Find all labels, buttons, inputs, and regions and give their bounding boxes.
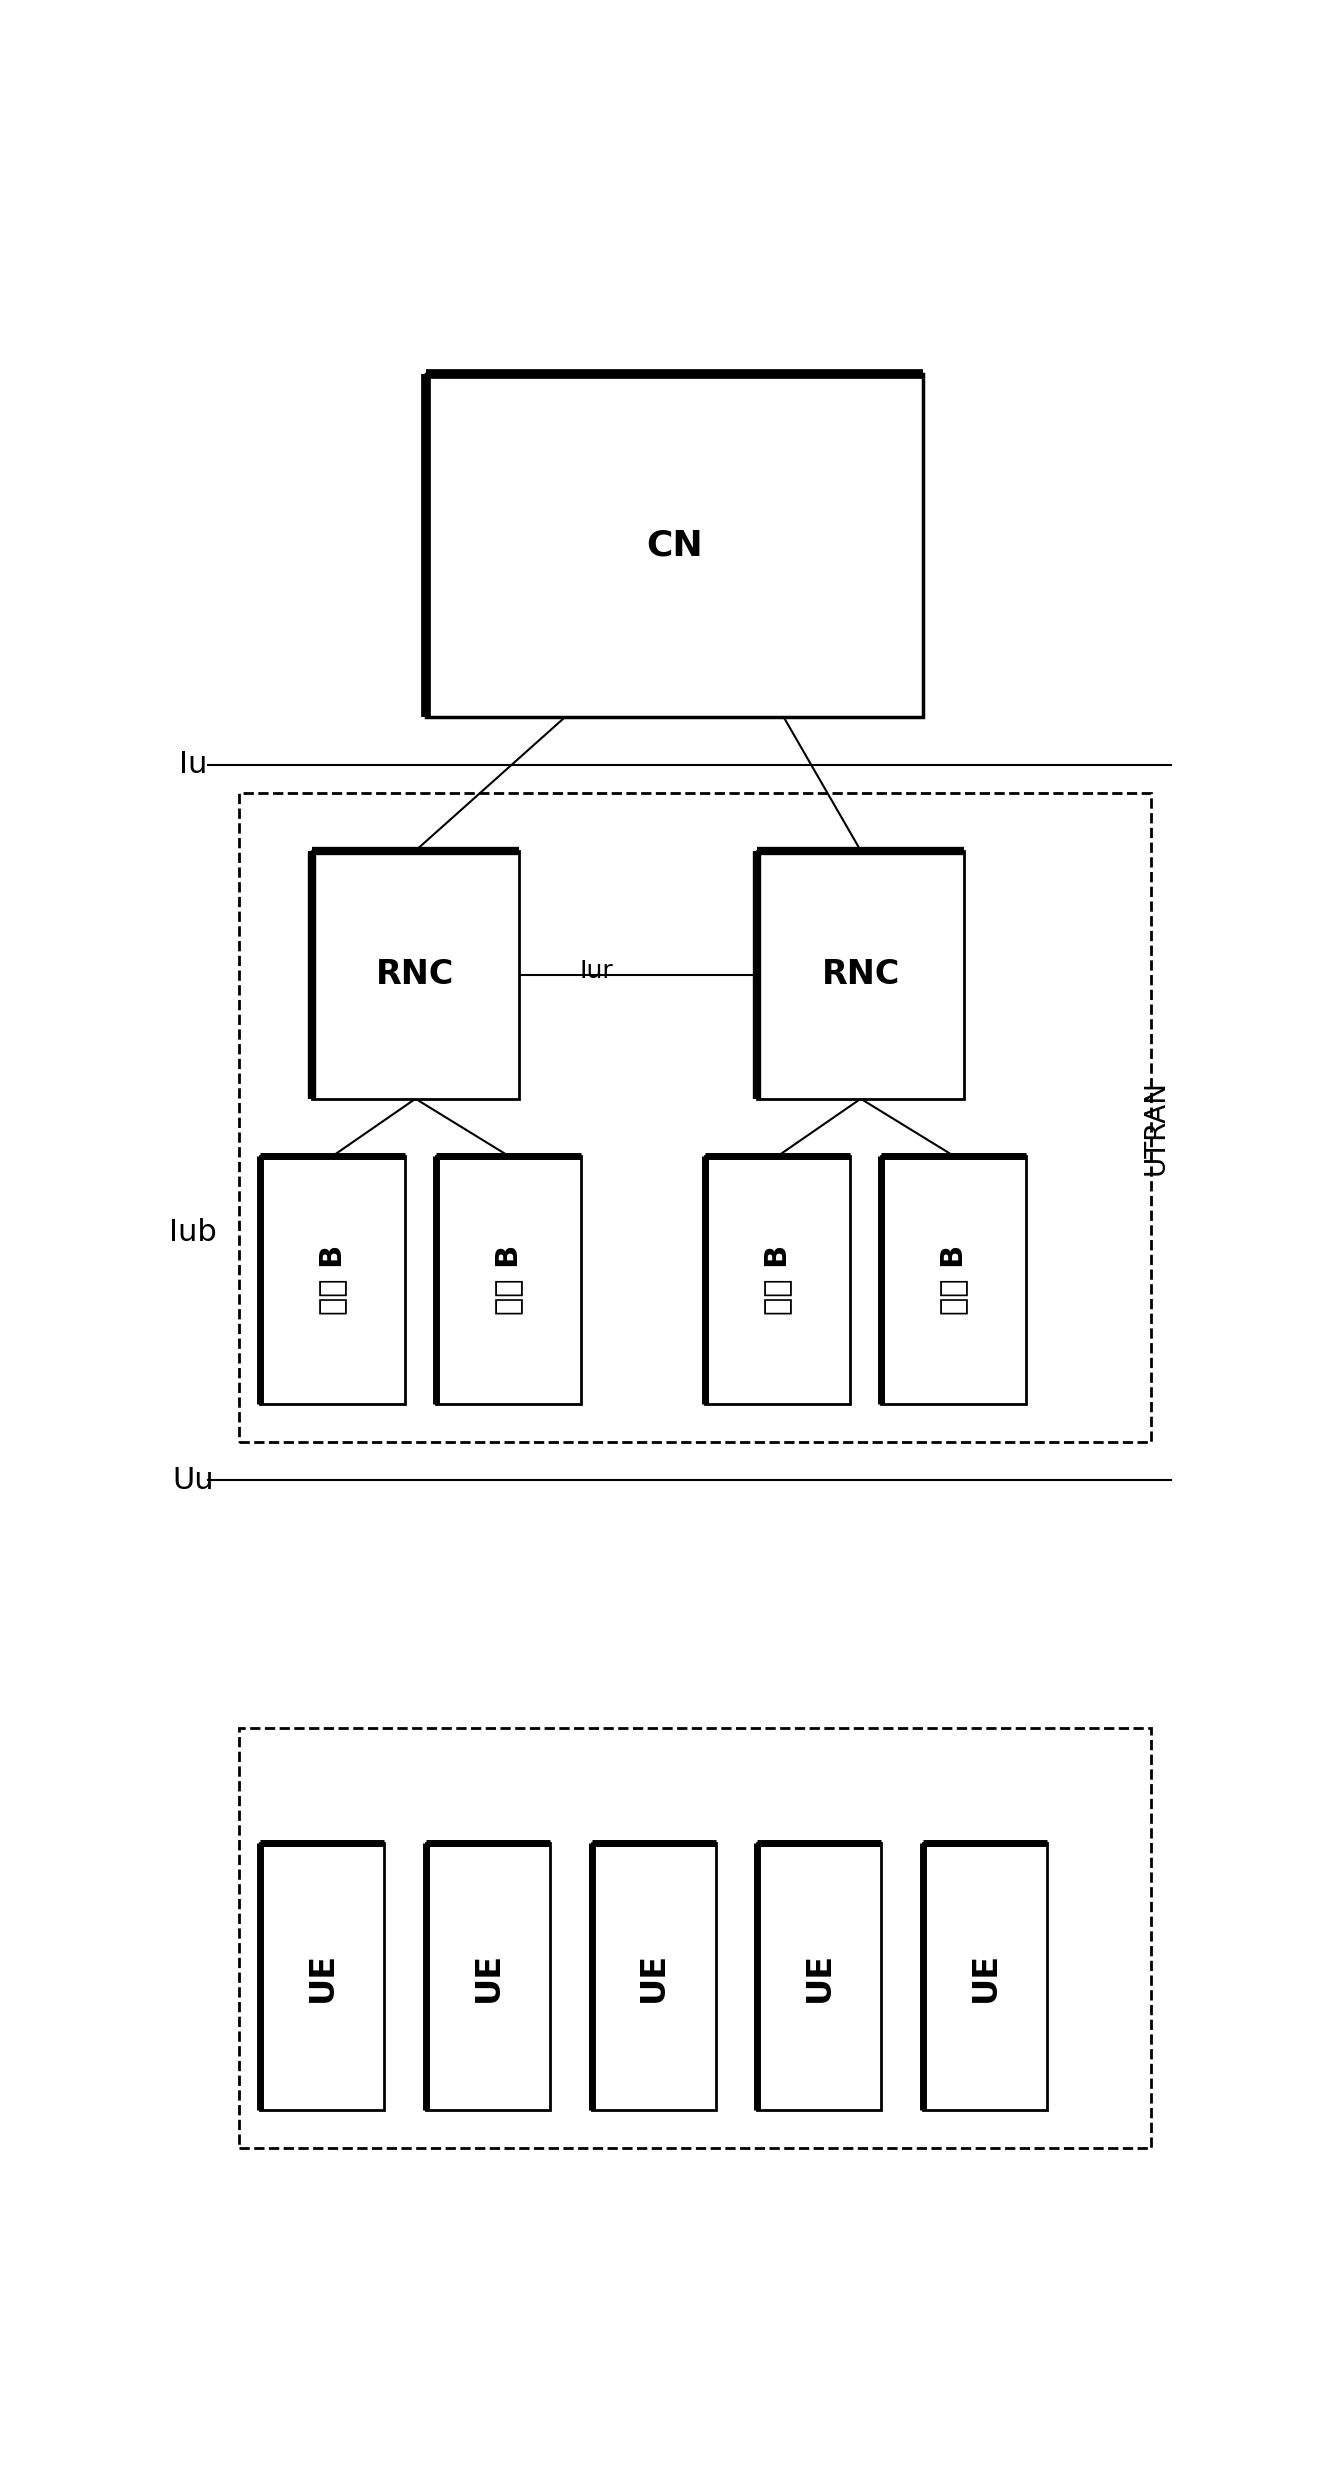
Bar [758,850,965,1098]
Bar [239,1730,1150,2148]
Text: CN: CN [647,528,703,563]
Bar [239,793,1150,1442]
Text: RNC: RNC [822,959,900,991]
Text: 节点 B: 节点 B [318,1244,347,1316]
Text: 节点 B: 节点 B [763,1244,792,1316]
Bar [705,1155,851,1405]
Text: Uu: Uu [172,1467,214,1494]
Text: UE: UE [803,1950,836,2002]
Text: 节点 B: 节点 B [494,1244,524,1316]
Bar [923,1844,1047,2111]
Bar [882,1155,1026,1405]
Text: UTRAN: UTRAN [1142,1080,1170,1175]
Text: UE: UE [472,1950,505,2002]
Text: Iur: Iur [580,959,613,984]
Text: UE: UE [306,1950,339,2002]
Bar [426,1844,550,2111]
Bar [261,1155,405,1405]
Bar [261,1844,385,2111]
Text: Iub: Iub [170,1217,216,1246]
Text: UE: UE [637,1950,671,2002]
Bar [426,374,923,716]
Bar [436,1155,581,1405]
Text: 节点 B: 节点 B [939,1244,969,1316]
Bar [592,1844,716,2111]
Bar [313,850,520,1098]
Text: RNC: RNC [377,959,454,991]
Text: Iu: Iu [179,751,207,781]
Bar [758,1844,882,2111]
Text: UE: UE [969,1950,1002,2002]
